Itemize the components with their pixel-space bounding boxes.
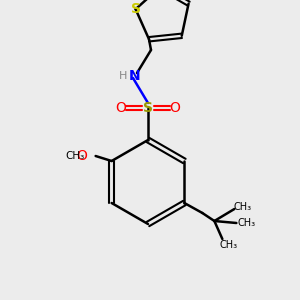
Text: O: O (116, 101, 126, 115)
Text: S: S (130, 2, 141, 16)
Text: CH₃: CH₃ (237, 218, 255, 228)
Text: N: N (129, 69, 141, 83)
Text: CH₃: CH₃ (219, 240, 237, 250)
Text: CH₃: CH₃ (233, 202, 251, 212)
Text: H: H (119, 71, 127, 81)
Text: CH₃: CH₃ (66, 151, 85, 161)
Text: O: O (169, 101, 180, 115)
Text: S: S (143, 101, 153, 115)
Text: O: O (76, 149, 87, 163)
